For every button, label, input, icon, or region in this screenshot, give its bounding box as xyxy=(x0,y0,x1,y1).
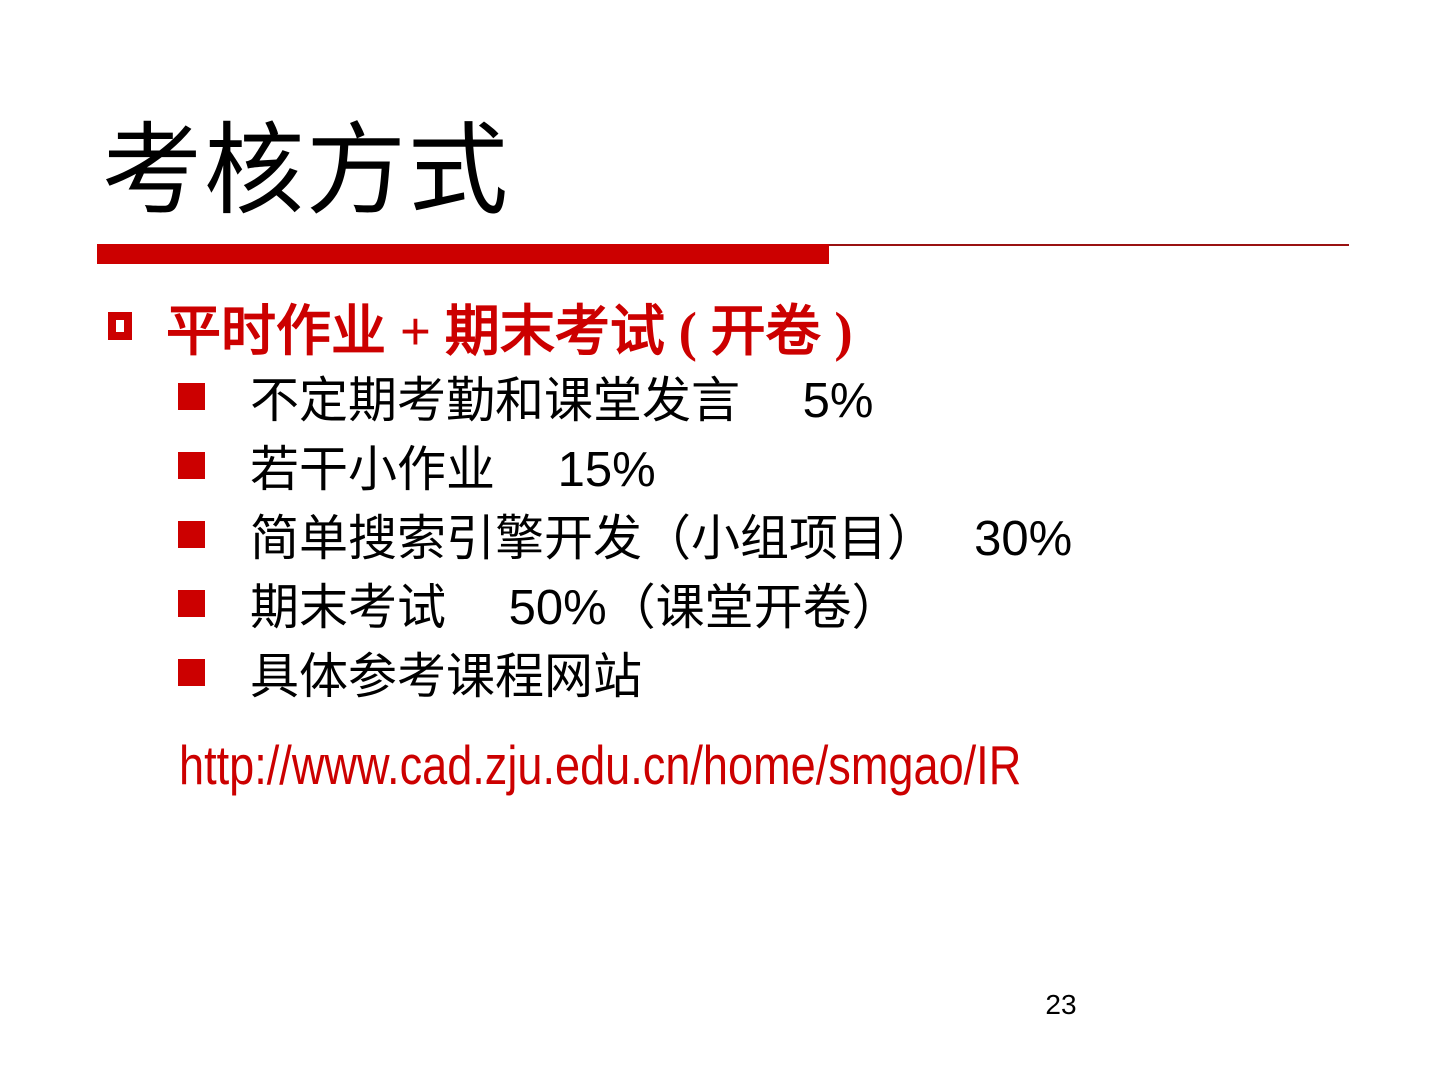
title-underline-thick-bar xyxy=(97,244,829,264)
level1-bullet-row: 平时作业 + 期末考试 ( 开卷 ) xyxy=(108,294,853,362)
level1-heading-text: 平时作业 + 期末考试 ( 开卷 ) xyxy=(166,301,853,362)
square-bullet-icon xyxy=(178,521,205,548)
square-bullet-icon xyxy=(178,590,205,617)
hollow-square-bullet-icon xyxy=(108,312,132,340)
bullet-text: 具体参考课程网站 xyxy=(250,650,643,704)
list-item: 简单搜索引擎开发（小组项目） 30% xyxy=(178,500,1072,569)
bullet-text: 不定期考勤和课堂发言 5% xyxy=(250,374,874,428)
list-item: 若干小作业 15% xyxy=(178,431,1072,500)
course-website-url-link[interactable]: http://www.cad.zju.edu.cn/home/smgao/IR xyxy=(179,734,1022,796)
level2-bullet-list: 不定期考勤和课堂发言 5% 若干小作业 15% 简单搜索引擎开发（小组项目） 3… xyxy=(178,362,1072,707)
square-bullet-icon xyxy=(178,659,205,686)
bullet-text: 期末考试 50%（课堂开卷） xyxy=(250,581,901,635)
slide-title: 考核方式 xyxy=(102,115,510,227)
bullet-text: 若干小作业 15% xyxy=(250,443,656,497)
square-bullet-icon xyxy=(178,452,205,479)
square-bullet-icon xyxy=(178,383,205,410)
page-number: 23 xyxy=(1045,989,1077,1020)
list-item: 期末考试 50%（课堂开卷） xyxy=(178,569,1072,638)
bullet-text: 简单搜索引擎开发（小组项目） 30% xyxy=(250,512,1073,566)
list-item: 具体参考课程网站 xyxy=(178,638,1072,707)
list-item: 不定期考勤和课堂发言 5% xyxy=(178,362,1072,431)
